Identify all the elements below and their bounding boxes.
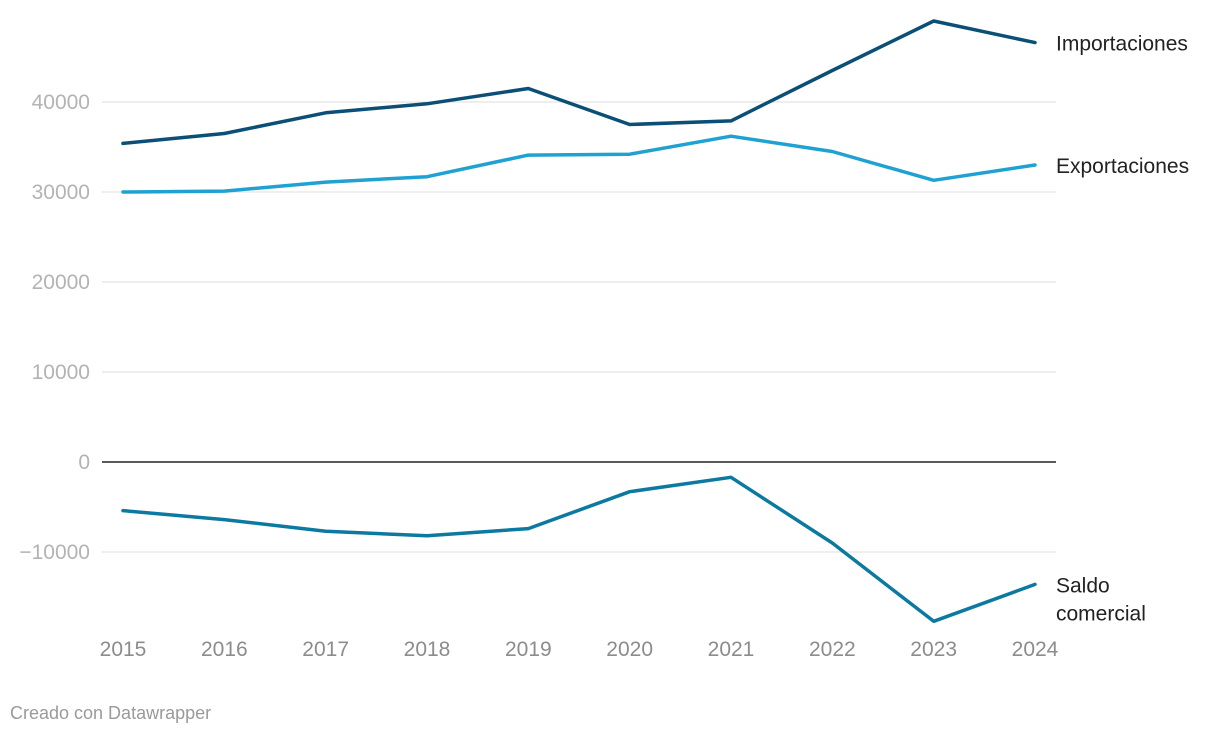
- series-label-line: Saldo: [1056, 574, 1110, 597]
- y-tick-label: 10000: [32, 361, 90, 384]
- x-tick-label: 2023: [910, 638, 957, 661]
- x-tick-label: 2019: [505, 638, 552, 661]
- series-label: Exportaciones: [1056, 155, 1189, 178]
- x-axis-ticks: 2015 2016 2017 2018 2019 2020 2021 2022 2023 2024: [100, 638, 1059, 661]
- line-chart: −10000 0 10000 20000 30000 40000 2015 2016 2017…: [19, 19, 1189, 661]
- y-axis-ticks: −10000 0 10000 20000 30000 40000: [19, 91, 90, 564]
- series-label: Importaciones: [1056, 33, 1188, 56]
- y-tick-label: −10000: [19, 541, 90, 564]
- series-label: Saldo comercial: [1056, 574, 1146, 625]
- gridlines: [102, 101, 1056, 553]
- x-tick-label: 2024: [1012, 638, 1059, 661]
- x-tick-label: 2018: [404, 638, 451, 661]
- x-tick-label: 2020: [606, 638, 653, 661]
- y-tick-label: 30000: [32, 181, 90, 204]
- y-tick-label: 20000: [32, 271, 90, 294]
- x-tick-label: 2016: [201, 638, 248, 661]
- series-labels: Importaciones Exportaciones Saldo comercial: [1056, 33, 1189, 626]
- y-tick-label: 40000: [32, 91, 90, 114]
- series-line-saldo-comercial: [121, 475, 1037, 624]
- credit-text: Creado con Datawrapper: [10, 703, 212, 723]
- series-line-importaciones: [121, 19, 1037, 146]
- x-tick-label: 2015: [100, 638, 147, 661]
- x-tick-label: 2022: [809, 638, 856, 661]
- x-tick-label: 2017: [302, 638, 349, 661]
- y-tick-label: 0: [78, 451, 90, 474]
- series-lines: [121, 19, 1037, 624]
- series-label-line: comercial: [1056, 602, 1146, 625]
- x-tick-label: 2021: [708, 638, 755, 661]
- series-line-exportaciones: [121, 134, 1037, 194]
